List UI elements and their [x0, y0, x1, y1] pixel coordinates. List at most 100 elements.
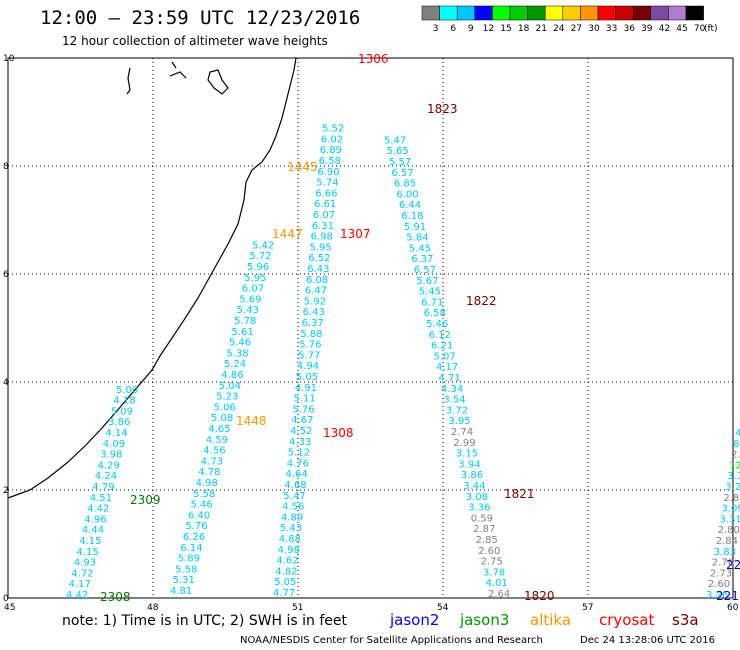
wave-height-value: 4.82 [275, 566, 297, 577]
wave-height-value: 5.43 [280, 523, 302, 534]
colorbar-swatch [439, 5, 458, 21]
wave-height-value: 4.73 [201, 456, 223, 467]
colorbar-swatch [615, 5, 634, 21]
wave-height-value: 6.18 [401, 211, 423, 222]
wave-height-value: 4.79 [92, 482, 114, 493]
wave-height-value: 2.87 [473, 524, 495, 535]
x-tick: 45 [4, 603, 15, 613]
wave-height-value: 4.51 [90, 493, 112, 504]
wave-height-value: 6.43 [307, 264, 329, 275]
colorbar-swatch [474, 5, 493, 21]
legend-jason2: jason2 [389, 611, 439, 629]
wave-height-value: 2.84 [716, 536, 738, 547]
wave-height-value: 6.02 [321, 134, 343, 145]
wave-height-value: 6.07 [242, 284, 264, 295]
wave-height-value: 5.92 [304, 296, 326, 307]
wave-height-value: 5.05 [274, 577, 296, 588]
wave-height-value: 4 [735, 428, 740, 439]
wave-height-value: 3.72 [446, 405, 468, 416]
wave-height-value: 4.33 [289, 437, 311, 448]
colorbar-label: 33 [606, 24, 617, 34]
wave-height-value: 4.89 [281, 512, 303, 523]
wave-height-value: 6.66 [315, 188, 337, 199]
wave-height-value: 6.47 [305, 286, 327, 297]
pass-time-label: 1448 [236, 414, 267, 428]
wave-height-value: 4.76 [287, 458, 309, 469]
wave-height-value: 5.07 [434, 351, 456, 362]
wave-height-value: 6.37 [302, 318, 324, 329]
wave-height-value: 6.07 [313, 210, 335, 221]
y-tick: 8 [3, 162, 9, 172]
wave-height-value: 6.58 [424, 308, 446, 319]
wave-height-value: 4.18 [113, 396, 135, 407]
wave-height-value: 5.43 [237, 305, 259, 316]
wave-height-value: 5.74 [316, 178, 338, 189]
wave-height-value: 4.15 [79, 536, 101, 547]
wave-height-value: 3.26 [706, 590, 728, 601]
wave-height-value: 2.74 [451, 427, 473, 438]
pass-time-label: 1821 [504, 487, 535, 501]
x-tick: 60 [727, 603, 739, 613]
wave-height-value: 3.15 [456, 449, 478, 460]
wave-height-value: 4.98 [278, 545, 300, 556]
wave-height-value: 4.88 [279, 534, 301, 545]
colorbar-swatch [562, 5, 581, 21]
timestamp-text: Dec 24 13:28:06 UTC 2016 [580, 635, 715, 646]
wave-height-value: 2.60 [478, 546, 500, 557]
wave-height-value: 3.86 [461, 470, 483, 481]
wave-height-value: 4.01 [486, 578, 508, 589]
wave-height-value: 4.67 [291, 415, 313, 426]
wave-height-value: 5.76 [299, 340, 321, 351]
x-tick: 54 [437, 603, 449, 613]
colorbar-swatch [668, 5, 687, 21]
wave-height-value: 4.77 [273, 588, 295, 599]
wave-height-value: 3.44 [463, 481, 485, 492]
wave-height-value: 3.95 [448, 416, 470, 427]
pass-time-label: 1306 [358, 52, 389, 66]
wave-height-value: 4.91 [295, 383, 317, 394]
wave-height-value: 2.7 [731, 450, 740, 461]
wave-height-value: 5.96 [247, 262, 269, 273]
wave-height-value: 6.52 [308, 253, 330, 264]
footer-note: note: 1) Time is in UTC; 2) SWH is in fe… [62, 613, 348, 629]
x-tick: 57 [582, 603, 593, 613]
wave-height-value: 5.58 [175, 564, 197, 575]
colorbar-legend: 3 6 9 12 15 18 21 24 27 30 33 36 39 42 45 70 [421, 5, 706, 34]
wave-height-value: 6.14 [180, 543, 202, 554]
wave-height-value: 5.72 [249, 251, 271, 262]
wave-height-value: 4.15 [77, 547, 99, 558]
pass-time-label: 2308 [100, 590, 131, 604]
wave-height-value: 5.46 [426, 319, 448, 330]
wave-height-value: 5.24 [224, 359, 246, 370]
wave-height-value: 4.09 [103, 439, 125, 450]
wave-height-value: 5.67 [416, 276, 438, 287]
colorbar-label: 3 [433, 24, 439, 34]
wave-height-value: 4.86 [221, 370, 243, 381]
wave-height-value: 3.86 [108, 417, 130, 428]
wave-height-value: 2.76 [712, 558, 734, 569]
map-grid [8, 58, 733, 598]
colorbar-label: 27 [571, 24, 582, 34]
wave-height-value: 3.78 [483, 567, 505, 578]
wave-height-value: 4.98 [196, 478, 218, 489]
wave-height-value: 5.12 [288, 448, 310, 459]
colorbar-swatch [527, 5, 546, 21]
wave-height-value: 5.89 [178, 554, 200, 565]
wave-height-value: 8. [733, 439, 740, 450]
legend-s3a: s3a [672, 611, 699, 629]
wave-height-value: 5.88 [300, 329, 322, 340]
wave-height-value: 2.85 [476, 535, 498, 546]
wave-height-value: 4.78 [198, 467, 220, 478]
colorbar-label: 18 [518, 24, 530, 34]
wave-height-value: 5.45 [409, 243, 431, 254]
wave-height-value: 5.23 [216, 392, 238, 403]
wave-height-value: 6.89 [320, 145, 342, 156]
wave-height-value: 5.58 [193, 489, 215, 500]
wave-height-value: 4.96 [84, 514, 106, 525]
wave-height-value: 6.37 [411, 254, 433, 265]
pass-time-label: 1823 [427, 102, 458, 116]
colorbar-swatch [492, 5, 511, 21]
colorbar-label: 39 [641, 24, 653, 34]
wave-height-value: 4.56 [282, 502, 304, 513]
